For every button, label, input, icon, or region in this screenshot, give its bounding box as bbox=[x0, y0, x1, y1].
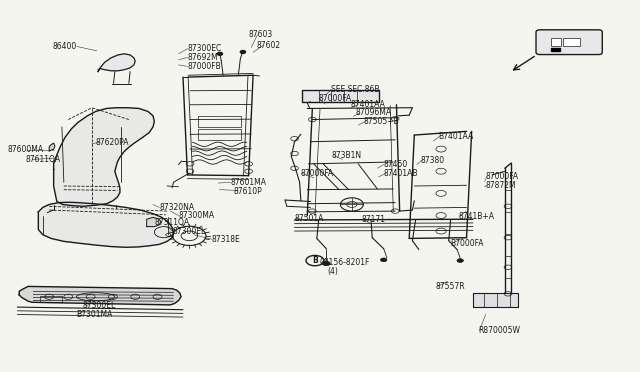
Text: 87000FA: 87000FA bbox=[319, 94, 352, 103]
Text: R870005W: R870005W bbox=[478, 326, 520, 335]
Polygon shape bbox=[19, 286, 181, 305]
Circle shape bbox=[381, 258, 387, 262]
Text: 87401AA: 87401AA bbox=[351, 100, 385, 109]
Text: 8741B+A: 8741B+A bbox=[459, 212, 495, 221]
Text: 87380: 87380 bbox=[420, 155, 445, 165]
Text: 87602: 87602 bbox=[256, 41, 280, 50]
Text: SEE SEC.86B: SEE SEC.86B bbox=[332, 85, 380, 94]
Circle shape bbox=[241, 51, 246, 54]
Bar bbox=[40, 296, 62, 302]
Text: B7301MA: B7301MA bbox=[77, 310, 113, 319]
Text: 87401AB: 87401AB bbox=[384, 169, 418, 177]
Text: 08156-8201F: 08156-8201F bbox=[320, 258, 371, 267]
Bar bbox=[563, 38, 580, 46]
Text: B7401AA: B7401AA bbox=[438, 132, 473, 141]
Polygon shape bbox=[54, 108, 154, 206]
Text: 87318E: 87318E bbox=[212, 235, 241, 244]
Polygon shape bbox=[49, 143, 55, 151]
Text: 87450: 87450 bbox=[384, 160, 408, 169]
Text: 87600MA: 87600MA bbox=[8, 145, 44, 154]
Text: 87320NA: 87320NA bbox=[159, 203, 195, 212]
Text: 87611QA: 87611QA bbox=[26, 155, 61, 164]
Text: 87872M: 87872M bbox=[486, 181, 516, 190]
Bar bbox=[550, 48, 559, 51]
Polygon shape bbox=[147, 217, 161, 227]
Polygon shape bbox=[38, 202, 173, 247]
Bar bbox=[302, 90, 379, 102]
Circle shape bbox=[218, 52, 223, 55]
Text: 87603: 87603 bbox=[248, 30, 273, 39]
Text: 87000FA: 87000FA bbox=[486, 172, 519, 181]
Text: 87557R: 87557R bbox=[436, 282, 465, 291]
Circle shape bbox=[323, 261, 330, 266]
Text: (4): (4) bbox=[328, 267, 339, 276]
Text: 87300EL: 87300EL bbox=[83, 301, 116, 311]
Text: 87000FA: 87000FA bbox=[301, 169, 334, 177]
Polygon shape bbox=[99, 54, 135, 71]
Text: 87300EL: 87300EL bbox=[172, 227, 205, 235]
Circle shape bbox=[457, 259, 463, 262]
Text: 87601MA: 87601MA bbox=[231, 178, 267, 187]
Text: B7000FA: B7000FA bbox=[451, 239, 484, 248]
Text: 87300EC: 87300EC bbox=[188, 44, 221, 53]
Text: 86400: 86400 bbox=[52, 42, 77, 51]
FancyBboxPatch shape bbox=[536, 30, 602, 55]
Text: 87501A: 87501A bbox=[294, 214, 324, 223]
Text: 87311QA: 87311QA bbox=[154, 218, 189, 227]
Bar bbox=[198, 129, 241, 140]
Bar bbox=[198, 116, 241, 127]
Text: 87692M: 87692M bbox=[188, 53, 218, 62]
Text: 87171: 87171 bbox=[362, 215, 385, 224]
Text: B: B bbox=[312, 256, 318, 265]
Text: 87000FB: 87000FB bbox=[188, 62, 221, 71]
Text: 87620PA: 87620PA bbox=[96, 138, 129, 147]
Text: 873B1N: 873B1N bbox=[332, 151, 362, 160]
Bar bbox=[473, 293, 518, 307]
Text: 87300MA: 87300MA bbox=[179, 211, 214, 220]
Text: 87096MA: 87096MA bbox=[355, 108, 391, 118]
Text: 87505+B: 87505+B bbox=[364, 117, 399, 126]
Text: 87610P: 87610P bbox=[234, 187, 263, 196]
Bar bbox=[550, 38, 561, 46]
